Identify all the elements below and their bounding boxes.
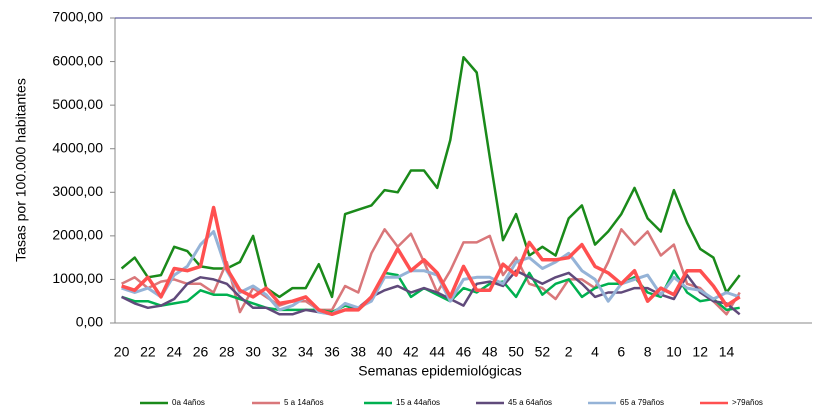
legend-label: 15 a 44años — [396, 398, 440, 407]
y-tick-label: 6000,00 — [52, 52, 103, 68]
x-tick-label: 30 — [245, 344, 261, 360]
y-tick-label: 1000,00 — [52, 270, 103, 286]
series-line — [120, 55, 741, 299]
x-tick-label: 38 — [351, 344, 367, 360]
x-tick-label: 12 — [692, 344, 708, 360]
x-tick-label: 10 — [666, 344, 682, 360]
y-tick-label: 2000,00 — [52, 227, 103, 243]
x-tick-label: 50 — [508, 344, 524, 360]
x-tick-label: 34 — [298, 344, 314, 360]
x-tick-label: 42 — [403, 344, 419, 360]
x-tick-label: 26 — [193, 344, 209, 360]
legend-label: 0a 4años — [172, 398, 205, 407]
legend-label: 45 a 64años — [508, 398, 552, 407]
x-tick-label: 40 — [377, 344, 393, 360]
x-tick-label: 32 — [272, 344, 288, 360]
legend-label: 65 a 79años — [620, 398, 664, 407]
y-tick-label: 7000,00 — [52, 9, 103, 25]
x-tick-label: 28 — [219, 344, 235, 360]
x-axis-title: Semanas epidemiológicas — [358, 363, 521, 379]
x-tick-label: 2 — [565, 344, 573, 360]
x-tick-label: 44 — [429, 344, 445, 360]
y-tick-label: 5000,00 — [52, 96, 103, 112]
x-tick-label: 6 — [617, 344, 625, 360]
x-tick-label: 4 — [591, 344, 599, 360]
x-tick-label: 52 — [535, 344, 551, 360]
x-tick-label: 48 — [482, 344, 498, 360]
x-tick-label: 14 — [719, 344, 735, 360]
x-tick-label: 36 — [324, 344, 340, 360]
x-tick-label: 46 — [456, 344, 472, 360]
y-tick-label: 0,00 — [76, 314, 103, 330]
x-tick-label: 24 — [166, 344, 182, 360]
x-tick-label: 20 — [114, 344, 130, 360]
legend-label: >79años — [732, 398, 763, 407]
y-tick-label: 3000,00 — [52, 183, 103, 199]
legend-label: 5 a 14años — [284, 398, 324, 407]
y-tick-label: 4000,00 — [52, 139, 103, 155]
x-tick-label: 8 — [644, 344, 652, 360]
y-axis-title: Tasas por 100.000 habitantes — [13, 78, 29, 262]
series-line — [121, 205, 741, 317]
x-tick-label: 22 — [140, 344, 156, 360]
series-line — [121, 269, 741, 316]
